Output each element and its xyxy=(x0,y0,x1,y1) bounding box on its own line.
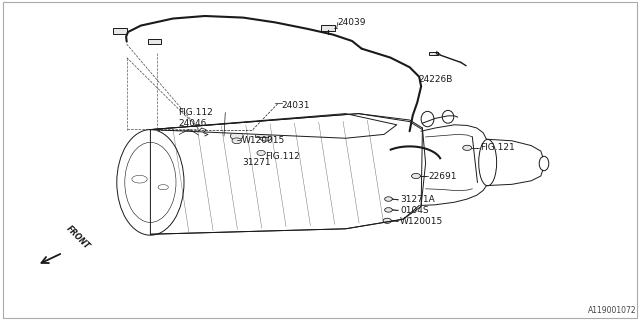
FancyBboxPatch shape xyxy=(429,52,438,55)
Text: FIG.112: FIG.112 xyxy=(178,108,212,117)
FancyBboxPatch shape xyxy=(321,25,335,31)
Ellipse shape xyxy=(385,197,392,201)
Text: FIG.112: FIG.112 xyxy=(266,152,300,161)
Text: 24226B: 24226B xyxy=(418,75,452,84)
Text: FRONT: FRONT xyxy=(64,224,91,251)
Text: A119001072: A119001072 xyxy=(588,306,637,315)
Polygon shape xyxy=(150,114,397,138)
Ellipse shape xyxy=(442,110,454,123)
Text: 31271A: 31271A xyxy=(400,196,435,204)
Ellipse shape xyxy=(463,145,472,150)
Ellipse shape xyxy=(385,208,392,212)
Text: FIG.121: FIG.121 xyxy=(480,143,515,152)
Ellipse shape xyxy=(383,218,392,223)
Ellipse shape xyxy=(260,134,271,141)
Ellipse shape xyxy=(230,132,243,140)
FancyBboxPatch shape xyxy=(148,39,161,44)
Text: W120015: W120015 xyxy=(400,217,444,226)
Text: 24031: 24031 xyxy=(282,101,310,110)
Ellipse shape xyxy=(257,150,266,156)
FancyBboxPatch shape xyxy=(113,28,127,34)
Text: 22691: 22691 xyxy=(429,172,458,181)
Text: W120015: W120015 xyxy=(242,136,285,145)
Ellipse shape xyxy=(421,111,434,127)
Text: 24046: 24046 xyxy=(178,119,206,128)
Text: 0104S: 0104S xyxy=(400,206,429,215)
Ellipse shape xyxy=(232,138,242,144)
Ellipse shape xyxy=(412,173,420,179)
Text: 24039: 24039 xyxy=(337,18,366,27)
Text: 31271: 31271 xyxy=(242,158,271,167)
FancyBboxPatch shape xyxy=(255,133,268,137)
